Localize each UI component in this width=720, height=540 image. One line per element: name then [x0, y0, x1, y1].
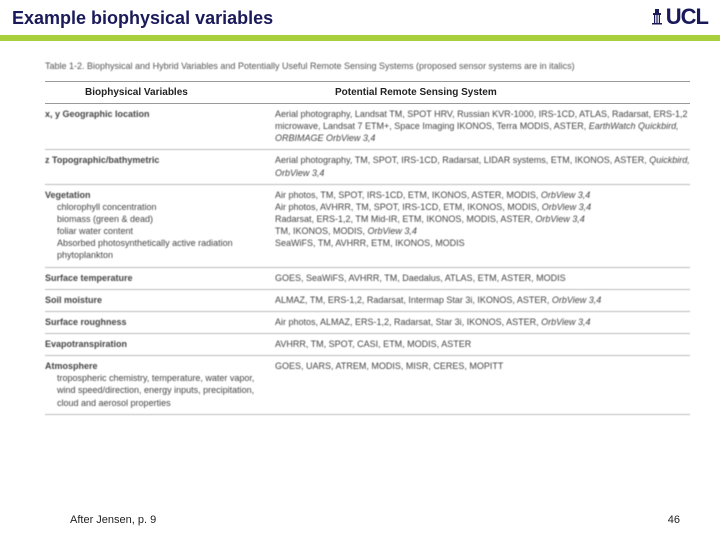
table-row: Vegetationchlorophyll concentrationbioma… [45, 185, 690, 268]
row-value: Air photos, ALMAZ, ERS-1,2, Radarsat, St… [275, 316, 690, 328]
dome-icon [651, 7, 663, 28]
logo-text: UCL [666, 4, 708, 30]
col-header-left: Biophysical Variables [45, 87, 275, 98]
row-label: Evapotranspiration [45, 338, 275, 350]
table-row: Atmospheretropospheric chemistry, temper… [45, 356, 690, 415]
table-header-row: Biophysical Variables Potential Remote S… [45, 81, 690, 104]
table-row: EvapotranspirationAVHRR, TM, SPOT, CASI,… [45, 334, 690, 356]
row-label: Surface roughness [45, 316, 275, 328]
ucl-logo: UCL [651, 4, 708, 30]
footer: After Jensen, p. 9 46 [0, 514, 720, 526]
row-label: Vegetationchlorophyll concentrationbioma… [45, 189, 275, 262]
row-label: Soil moisture [45, 294, 275, 306]
row-value: ALMAZ, TM, ERS-1,2, Radarsat, Intermap S… [275, 294, 690, 306]
row-value: AVHRR, TM, SPOT, CASI, ETM, MODIS, ASTER [275, 338, 690, 350]
table-caption: Table 1-2. Biophysical and Hybrid Variab… [45, 61, 690, 71]
row-value: GOES, SeaWiFS, AVHRR, TM, Daedalus, ATLA… [275, 272, 690, 284]
table-row: x, y Geographic locationAerial photograp… [45, 104, 690, 150]
row-value: Aerial photography, TM, SPOT, IRS-1CD, R… [275, 154, 690, 178]
table-row: Surface roughnessAir photos, ALMAZ, ERS-… [45, 312, 690, 334]
page-number: 46 [668, 514, 680, 526]
biophysical-table: Biophysical Variables Potential Remote S… [45, 81, 690, 415]
row-label: z Topographic/bathymetric [45, 154, 275, 178]
row-label: Atmospheretropospheric chemistry, temper… [45, 360, 275, 409]
row-label: x, y Geographic location [45, 108, 275, 144]
content-area: Table 1-2. Biophysical and Hybrid Variab… [0, 41, 720, 415]
col-header-right: Potential Remote Sensing System [275, 87, 690, 98]
row-value: Aerial photography, Landsat TM, SPOT HRV… [275, 108, 690, 144]
citation-text: After Jensen, p. 9 [70, 514, 156, 526]
table-row: z Topographic/bathymetricAerial photogra… [45, 150, 690, 184]
row-value: GOES, UARS, ATREM, MODIS, MISR, CERES, M… [275, 360, 690, 409]
table-row: Surface temperatureGOES, SeaWiFS, AVHRR,… [45, 268, 690, 290]
row-label: Surface temperature [45, 272, 275, 284]
row-value: Air photos, TM, SPOT, IRS-1CD, ETM, IKON… [275, 189, 690, 262]
page-title: Example biophysical variables [12, 8, 273, 35]
table-row: Soil moistureALMAZ, TM, ERS-1,2, Radarsa… [45, 290, 690, 312]
